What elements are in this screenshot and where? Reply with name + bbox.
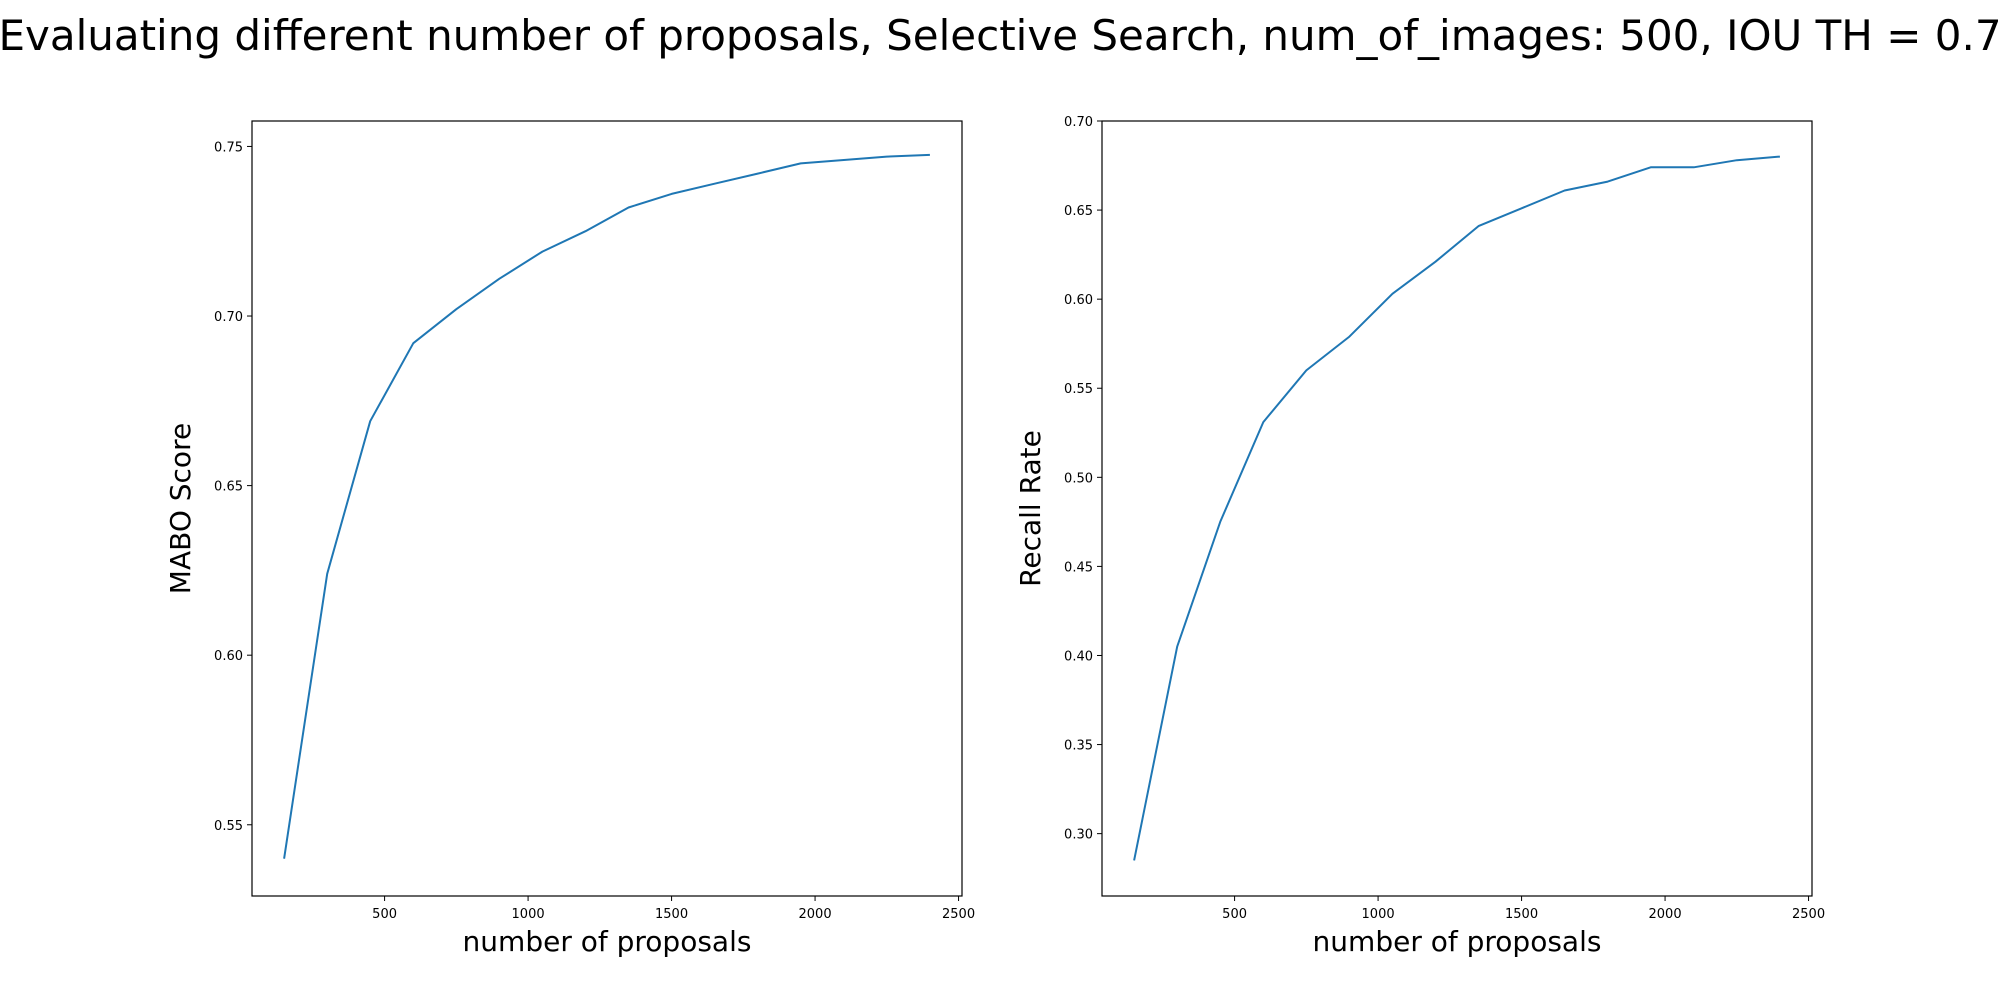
y-tick-label: 0.65 (214, 480, 243, 495)
y-tick-label: 0.60 (214, 649, 243, 664)
series-line-0 (283, 153, 930, 859)
x-tick-label: 2000 (1649, 907, 1682, 922)
x-tick-label: 2500 (942, 907, 975, 922)
x-tick-label: 1500 (1505, 907, 1538, 922)
x-tick-label: 2500 (1792, 907, 1825, 922)
y-tick-label: 0.65 (1064, 204, 1093, 219)
y-tick-label: 0.55 (1064, 382, 1093, 397)
x-tick-label: 1500 (655, 907, 688, 922)
y-tick-label: 0.40 (1064, 649, 1093, 664)
x-tick-label: 2000 (799, 907, 832, 922)
y-axis-label: Recall Rate (1014, 430, 1047, 587)
y-tick-label: 0.70 (214, 310, 243, 325)
recall-rate-chart: 500 1000 1500 2000 2500 0.30 0.35 0.40 0.45 0.50 0… (1014, 115, 1825, 958)
x-axis-label: number of proposals (463, 925, 752, 958)
x-tick-label: 1000 (1362, 907, 1395, 922)
y-tick-label: 0.35 (1064, 739, 1093, 754)
y-tick-label: 0.55 (214, 819, 243, 834)
y-tick-label: 0.70 (1064, 115, 1093, 130)
x-tick-label: 1000 (512, 907, 545, 922)
x-axis-label: number of proposals (1313, 925, 1602, 958)
figure-title: Evaluating different number of proposals… (0, 11, 2000, 60)
y-axis-label: MABO Score (164, 423, 197, 594)
x-tick-label: 500 (372, 907, 397, 922)
y-tick-label: 0.60 (1064, 293, 1093, 308)
y-tick-label: 0.30 (1064, 828, 1093, 843)
y-tick-label: 0.75 (214, 140, 243, 155)
y-tick-label: 0.50 (1064, 471, 1093, 486)
axes-frame (251, 120, 963, 897)
series-line-0 (1133, 155, 1780, 861)
y-tick-label: 0.45 (1064, 560, 1093, 575)
x-tick-label: 500 (1222, 907, 1247, 922)
axes-frame (1101, 120, 1813, 897)
mabo-score-chart: 500 1000 1500 2000 2500 0.55 0.60 0.65 0.70 0.75 n… (164, 120, 975, 958)
